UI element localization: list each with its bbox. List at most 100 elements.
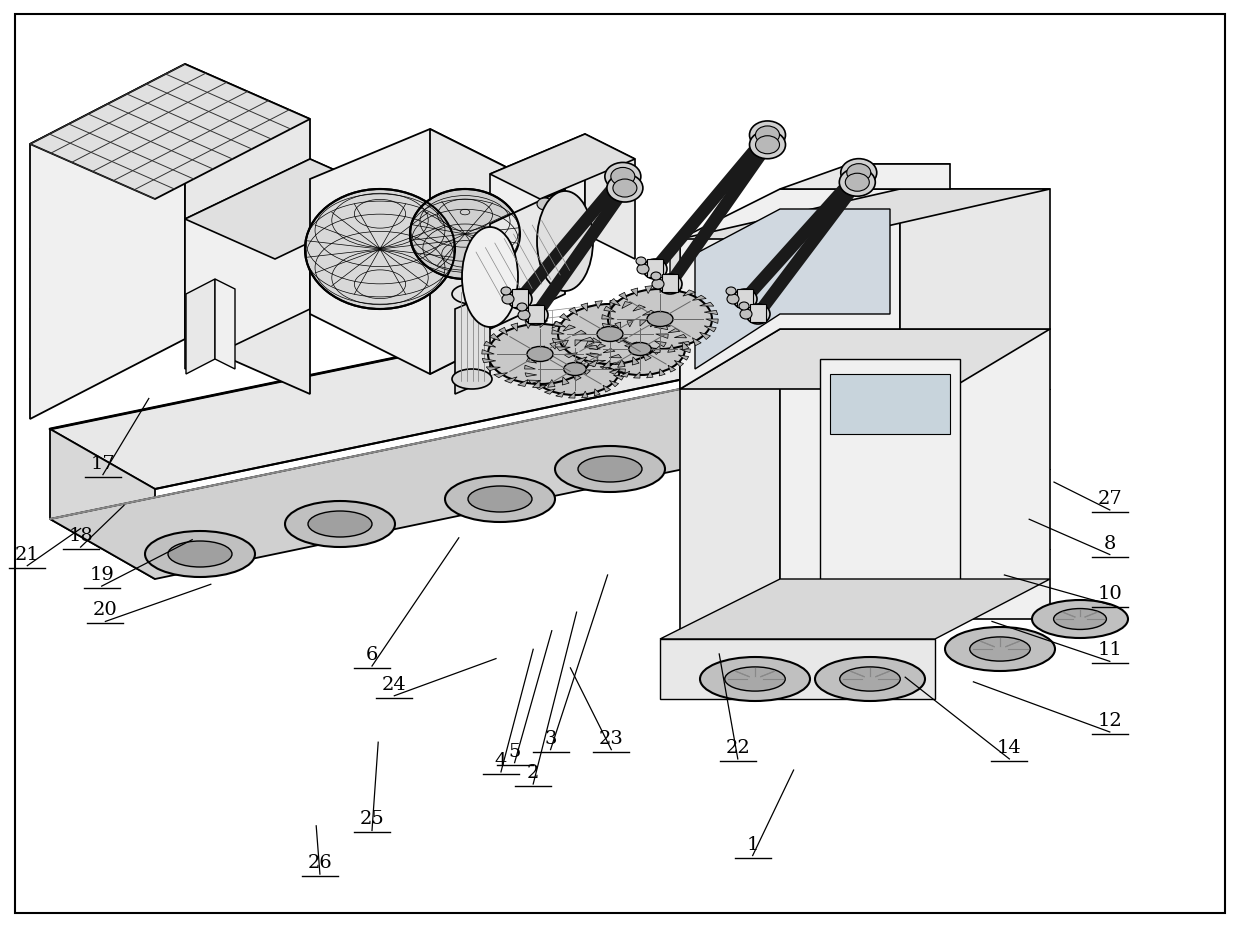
Polygon shape	[589, 346, 600, 350]
Ellipse shape	[636, 258, 646, 265]
Polygon shape	[603, 324, 616, 329]
Polygon shape	[610, 301, 618, 308]
Polygon shape	[625, 342, 637, 349]
Ellipse shape	[749, 132, 785, 160]
Text: 23: 23	[599, 728, 624, 747]
Polygon shape	[615, 323, 621, 329]
Polygon shape	[692, 296, 707, 301]
Polygon shape	[50, 390, 780, 579]
Polygon shape	[556, 392, 564, 398]
Polygon shape	[650, 348, 661, 355]
Polygon shape	[590, 354, 601, 357]
Polygon shape	[642, 311, 656, 316]
Ellipse shape	[537, 192, 593, 291]
Polygon shape	[552, 322, 562, 329]
Polygon shape	[646, 372, 653, 379]
Ellipse shape	[527, 347, 553, 362]
Ellipse shape	[556, 446, 665, 493]
Polygon shape	[528, 380, 541, 384]
Polygon shape	[557, 347, 570, 352]
Polygon shape	[672, 288, 682, 294]
Polygon shape	[830, 375, 950, 434]
Polygon shape	[548, 380, 556, 388]
Polygon shape	[310, 160, 401, 350]
Text: 27: 27	[1097, 489, 1122, 508]
Ellipse shape	[560, 211, 570, 219]
Polygon shape	[532, 352, 541, 358]
Ellipse shape	[608, 290, 712, 350]
Polygon shape	[603, 349, 615, 354]
Text: 25: 25	[360, 809, 384, 828]
Polygon shape	[614, 362, 625, 366]
Ellipse shape	[489, 325, 591, 384]
Polygon shape	[215, 279, 236, 369]
Polygon shape	[680, 190, 1050, 239]
Polygon shape	[704, 327, 717, 332]
Ellipse shape	[285, 501, 396, 548]
Polygon shape	[655, 326, 668, 330]
Polygon shape	[614, 376, 624, 380]
Polygon shape	[562, 378, 569, 386]
Polygon shape	[704, 311, 718, 316]
Polygon shape	[185, 160, 310, 369]
Ellipse shape	[558, 304, 662, 365]
Polygon shape	[30, 65, 185, 419]
Ellipse shape	[727, 295, 739, 304]
Ellipse shape	[445, 476, 556, 522]
Polygon shape	[615, 369, 625, 373]
Ellipse shape	[529, 343, 620, 395]
Polygon shape	[645, 287, 652, 294]
Text: 20: 20	[93, 600, 118, 619]
Ellipse shape	[839, 169, 875, 197]
Ellipse shape	[537, 199, 553, 211]
Ellipse shape	[501, 288, 511, 296]
Ellipse shape	[305, 190, 455, 310]
Polygon shape	[680, 329, 1050, 390]
Ellipse shape	[815, 657, 925, 702]
Polygon shape	[588, 360, 598, 367]
Polygon shape	[518, 380, 528, 387]
Polygon shape	[594, 390, 600, 396]
Polygon shape	[750, 304, 766, 323]
Polygon shape	[490, 190, 565, 329]
Text: 24: 24	[382, 675, 407, 693]
Ellipse shape	[410, 190, 520, 279]
Polygon shape	[621, 372, 630, 378]
Ellipse shape	[739, 303, 749, 311]
Polygon shape	[680, 329, 780, 679]
Text: 5: 5	[508, 741, 521, 760]
Polygon shape	[30, 65, 310, 200]
Ellipse shape	[453, 369, 492, 390]
Polygon shape	[609, 381, 619, 387]
Ellipse shape	[564, 363, 587, 376]
Polygon shape	[660, 369, 665, 377]
Text: 19: 19	[89, 565, 114, 584]
Polygon shape	[660, 286, 667, 293]
Ellipse shape	[846, 174, 869, 192]
Polygon shape	[660, 639, 935, 699]
Polygon shape	[634, 372, 640, 379]
Polygon shape	[552, 330, 564, 335]
Text: 21: 21	[15, 545, 40, 563]
Polygon shape	[692, 339, 701, 346]
Polygon shape	[610, 299, 620, 306]
Ellipse shape	[755, 136, 780, 155]
Polygon shape	[490, 135, 635, 200]
Ellipse shape	[651, 273, 661, 280]
Text: 3: 3	[544, 728, 557, 747]
Polygon shape	[604, 327, 613, 333]
Ellipse shape	[613, 180, 637, 198]
Ellipse shape	[658, 275, 682, 295]
Polygon shape	[525, 321, 532, 329]
Polygon shape	[490, 135, 585, 275]
Text: 22: 22	[725, 738, 750, 756]
Polygon shape	[678, 355, 688, 361]
Polygon shape	[584, 346, 598, 350]
Ellipse shape	[308, 511, 372, 537]
Polygon shape	[554, 322, 565, 328]
Polygon shape	[706, 319, 718, 324]
Polygon shape	[655, 342, 666, 347]
Polygon shape	[820, 360, 960, 589]
Text: 18: 18	[68, 526, 93, 545]
Ellipse shape	[606, 174, 642, 203]
